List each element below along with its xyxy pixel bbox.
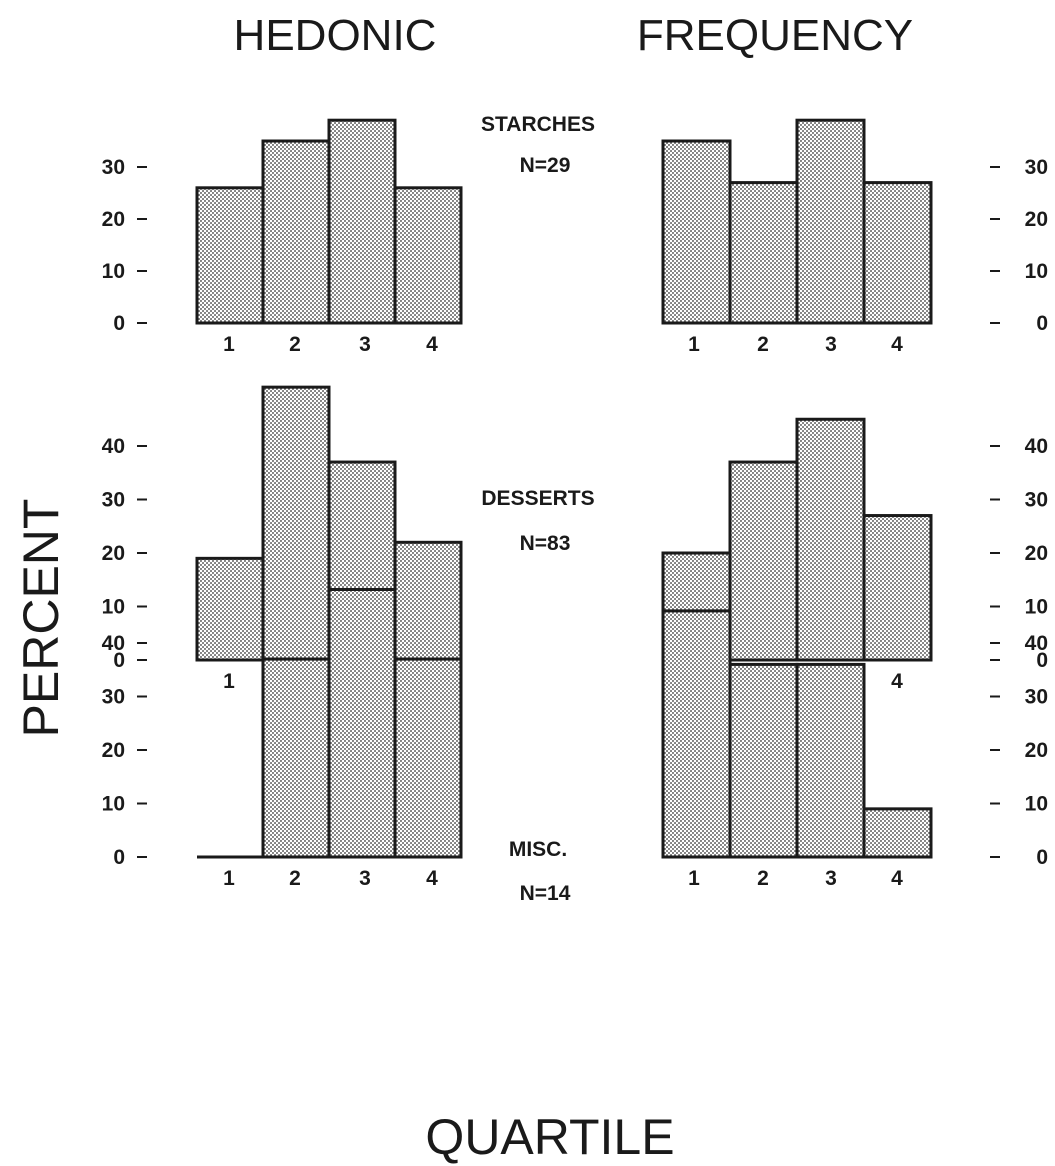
bar-3 bbox=[327, 118, 397, 325]
x-tick-label: 2 bbox=[757, 867, 769, 890]
x-tick-label: 1 bbox=[223, 670, 235, 693]
y-tick-label: 20 bbox=[1025, 739, 1048, 762]
x-tick-label: 4 bbox=[426, 867, 438, 890]
bar-4 bbox=[393, 186, 463, 325]
y-tick-label: 20 bbox=[102, 542, 125, 565]
right-column-title: FREQUENCY bbox=[637, 11, 913, 60]
bar-1 bbox=[195, 186, 265, 325]
x-tick-label: 3 bbox=[825, 333, 837, 356]
y-tick-label: 20 bbox=[102, 739, 125, 762]
y-tick-label: 20 bbox=[102, 208, 125, 231]
y-tick-label: 20 bbox=[1025, 542, 1048, 565]
y-tick-label: 10 bbox=[1025, 793, 1048, 816]
x-tick-label: 4 bbox=[426, 333, 438, 356]
bar-4 bbox=[862, 807, 933, 859]
x-tick-label: 2 bbox=[289, 867, 301, 890]
y-tick-label: 30 bbox=[1025, 156, 1048, 179]
y-tick-label: 10 bbox=[102, 793, 125, 816]
bar-2 bbox=[728, 460, 799, 662]
bar-4 bbox=[393, 657, 463, 859]
x-axis-label: QUARTILE bbox=[425, 1109, 674, 1165]
x-tick-label: 2 bbox=[757, 333, 769, 356]
y-tick-label: 40 bbox=[102, 632, 125, 655]
y-tick-label: 30 bbox=[1025, 489, 1048, 512]
bar-2 bbox=[261, 657, 331, 859]
panels-layer: 12340102030STARCHESN=2912340102030123401… bbox=[102, 113, 1048, 905]
y-tick-label: 0 bbox=[113, 649, 125, 672]
bar-2 bbox=[728, 181, 799, 325]
y-tick-label: 0 bbox=[1036, 846, 1048, 869]
x-tick-label: 1 bbox=[223, 867, 235, 890]
y-tick-label: 30 bbox=[102, 489, 125, 512]
group-label: DESSERTS bbox=[481, 487, 594, 510]
y-tick-label: 0 bbox=[1036, 312, 1048, 335]
group-label: STARCHES bbox=[481, 113, 595, 136]
bar-1 bbox=[661, 609, 732, 859]
y-tick-label: 40 bbox=[102, 435, 125, 458]
panel-starches-hedonic: 1 2 3 4 0 10 20 30 bbox=[102, 118, 463, 356]
bar-2 bbox=[728, 662, 799, 859]
y-tick-label: 10 bbox=[102, 596, 125, 619]
y-tick-label: 40 bbox=[1025, 632, 1048, 655]
y-tick-label: 30 bbox=[102, 686, 125, 709]
x-tick-label: 3 bbox=[825, 867, 837, 890]
x-tick-label: 3 bbox=[359, 867, 371, 890]
panel-starches-frequency: 1 2 3 4 0 10 20 30 bbox=[661, 118, 1048, 356]
y-tick-label: 20 bbox=[1025, 208, 1048, 231]
y-axis-label: PERCENT bbox=[13, 499, 69, 738]
y-tick-label: 30 bbox=[102, 156, 125, 179]
y-tick-label: 40 bbox=[1025, 435, 1048, 458]
left-column-title: HEDONIC bbox=[234, 11, 437, 60]
bar-4 bbox=[862, 181, 933, 325]
bar-3 bbox=[327, 588, 397, 859]
x-tick-label: 4 bbox=[891, 867, 903, 890]
group-n-label: N=29 bbox=[520, 154, 571, 177]
bar-3 bbox=[795, 417, 866, 662]
bar-3 bbox=[795, 662, 866, 859]
x-tick-label: 4 bbox=[891, 670, 903, 693]
x-tick-label: 1 bbox=[688, 867, 700, 890]
bar-1 bbox=[195, 556, 265, 662]
bar-4 bbox=[862, 514, 933, 662]
x-tick-label: 2 bbox=[289, 333, 301, 356]
bar-4 bbox=[393, 540, 463, 662]
y-tick-label: 10 bbox=[1025, 260, 1048, 283]
y-tick-label: 0 bbox=[113, 312, 125, 335]
bar-1 bbox=[661, 139, 732, 325]
y-tick-label: 0 bbox=[113, 846, 125, 869]
y-tick-label: 10 bbox=[1025, 596, 1048, 619]
y-tick-label: 10 bbox=[102, 260, 125, 283]
y-tick-label: 30 bbox=[1025, 686, 1048, 709]
bar-2 bbox=[261, 385, 331, 662]
x-tick-label: 1 bbox=[688, 333, 700, 356]
x-tick-label: 3 bbox=[359, 333, 371, 356]
group-label: MISC. bbox=[509, 838, 567, 861]
group-n-label: N=83 bbox=[520, 532, 571, 555]
bar-2 bbox=[261, 139, 331, 325]
group-n-label: N=14 bbox=[520, 882, 571, 905]
x-tick-label: 4 bbox=[891, 333, 903, 356]
y-tick-label: 0 bbox=[1036, 649, 1048, 672]
x-tick-label: 1 bbox=[223, 333, 235, 356]
bar-3 bbox=[795, 118, 866, 325]
